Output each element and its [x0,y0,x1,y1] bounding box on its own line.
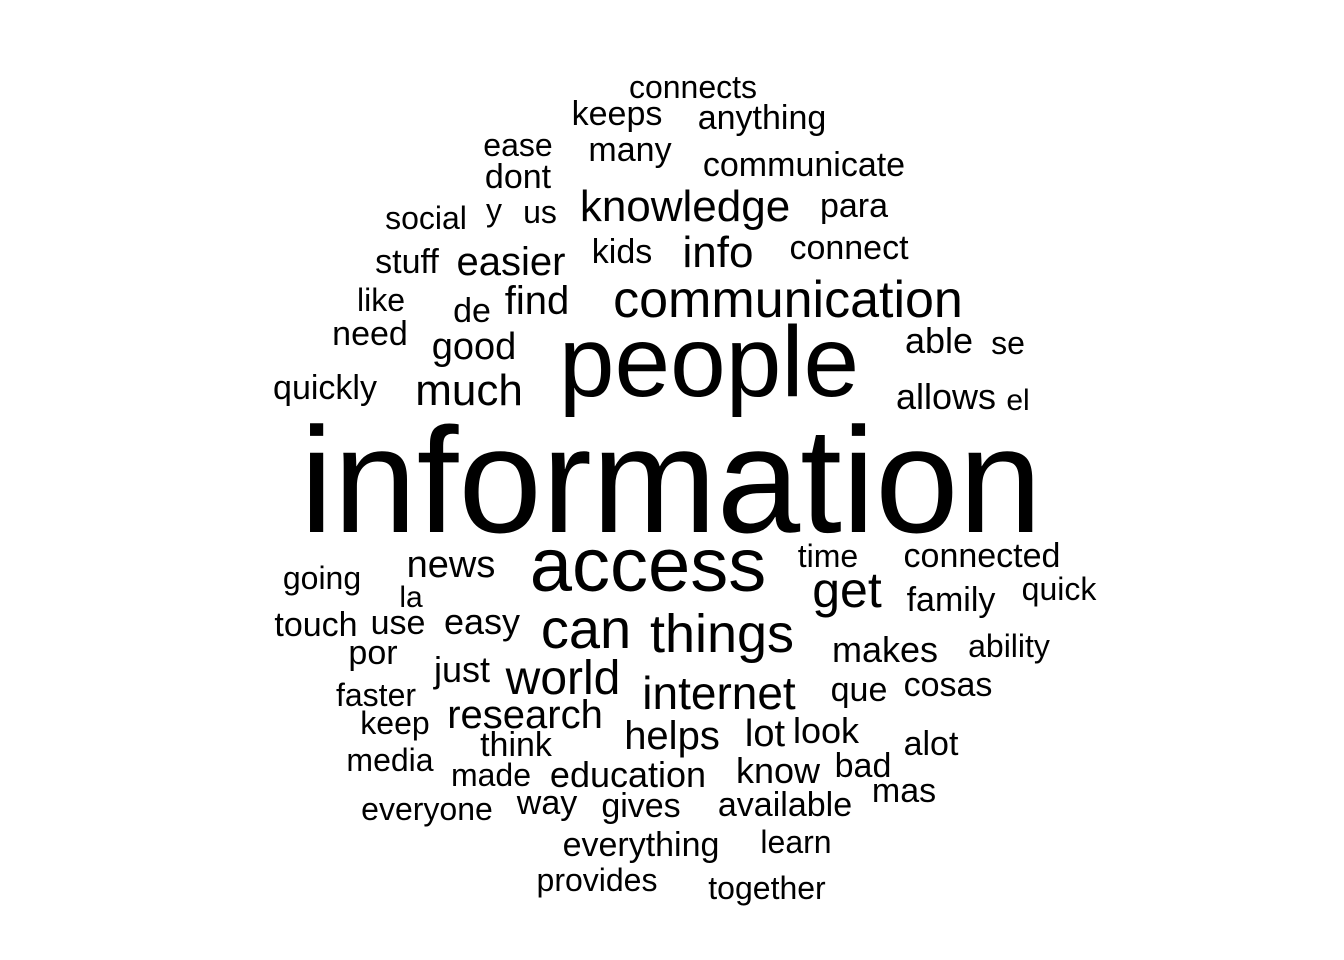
word-information: information [299,396,1043,564]
word-bad: bad [834,747,892,785]
word-provides: provides [536,862,658,898]
word-info: info [682,228,754,277]
word-research: research [447,693,603,737]
word-everything: everything [562,826,720,864]
word-faster: faster [335,677,417,713]
word-access: access [529,523,767,608]
word-keep: keep [360,705,430,741]
word-keeps: keeps [571,95,663,133]
word-need: need [332,315,408,353]
word-cosas: cosas [903,666,993,704]
word-communicate: communicate [702,146,906,184]
word-easier: easier [456,240,566,284]
word-alot: alot [903,725,959,763]
word-connects: connects [628,69,758,105]
word-able: able [904,320,974,361]
word-que: que [830,671,888,709]
word-world: world [505,652,621,705]
word-news: news [406,544,496,586]
word-makes: makes [831,629,939,670]
word-allows: allows [895,376,997,417]
word-la: la [399,581,423,614]
word-look: look [792,710,860,751]
word-y: y [486,192,502,228]
word-time: time [797,538,859,574]
word-think: think [480,726,552,764]
word-quickly: quickly [273,369,377,407]
word-easy: easy [443,601,521,642]
word-use: use [370,604,426,642]
word-anything: anything [697,99,827,137]
word-knowledge: knowledge [579,182,791,231]
word-se: se [991,325,1025,361]
word-connect: connect [789,229,909,267]
word-internet: internet [642,667,796,719]
word-find: find [504,279,570,323]
word-things: things [649,604,795,664]
word-together: together [708,870,826,906]
word-de: de [453,292,491,330]
word-us: us [523,194,557,230]
word-good: good [431,326,517,368]
word-lot: lot [744,713,786,755]
word-communication: communication [613,271,963,329]
word-know: know [735,750,821,791]
word-people: people [558,306,860,418]
word-made: made [450,757,532,793]
word-touch: touch [274,606,358,644]
word-just: just [433,649,491,690]
word-social: social [385,200,467,236]
word-family: family [906,581,996,619]
word-helps: helps [624,714,720,758]
word-dont: dont [484,158,552,196]
word-el: el [1006,384,1030,417]
word-ease: ease [483,127,553,163]
word-ability: ability [968,628,1050,664]
word-get: get [812,562,882,618]
word-like: like [356,282,406,318]
word-learn: learn [760,824,832,860]
word-going: going [282,560,362,596]
word-available: available [717,786,853,824]
word-gives: gives [601,787,681,825]
word-para: para [819,187,889,225]
word-education: education [549,754,707,795]
word-many: many [588,131,672,169]
word-everyone: everyone [361,791,493,827]
word-stuff: stuff [375,243,439,281]
word-por: por [348,634,398,672]
word-kids: kids [591,233,653,271]
word-way: way [516,784,578,822]
word-mas: mas [871,772,937,810]
word-quick: quick [1021,571,1097,607]
word-connected: connected [903,537,1061,575]
word-media: media [346,742,434,778]
word-can: can [540,597,632,660]
word-much: much [415,366,523,415]
